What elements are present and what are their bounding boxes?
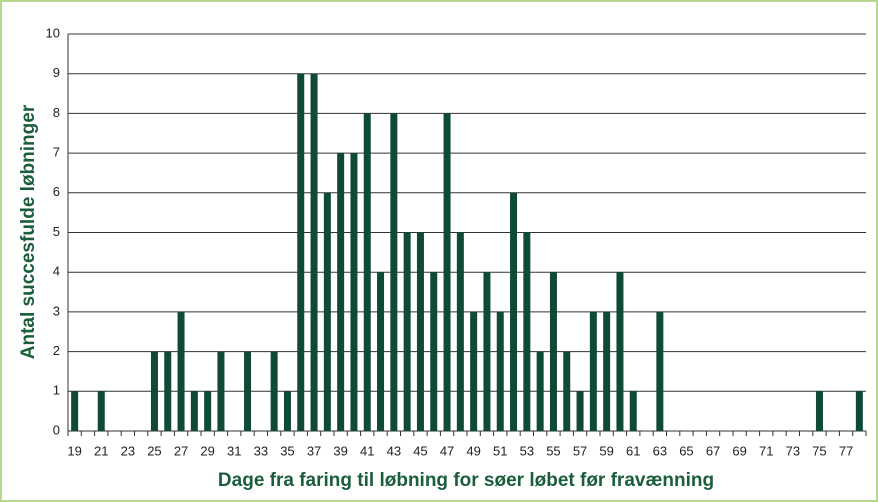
x-tick-label: 75 xyxy=(812,443,826,458)
bar xyxy=(603,311,611,431)
x-tick-label: 59 xyxy=(599,443,613,458)
x-tick-label: 41 xyxy=(360,443,374,458)
x-tick-label: 45 xyxy=(413,443,427,458)
x-tick-label: 51 xyxy=(493,443,507,458)
x-tick-label: 69 xyxy=(732,443,746,458)
x-tick-label: 63 xyxy=(653,443,667,458)
bar xyxy=(390,113,398,432)
bar xyxy=(177,311,185,431)
x-tick-label: 31 xyxy=(227,443,241,458)
bar xyxy=(815,391,823,431)
bar xyxy=(97,391,105,431)
bar xyxy=(310,73,318,431)
bar xyxy=(416,232,424,431)
y-tick-label: 10 xyxy=(46,25,60,40)
y-tick-label: 2 xyxy=(53,343,60,358)
bar xyxy=(483,272,491,431)
bar xyxy=(244,351,252,431)
x-tick-label: 21 xyxy=(94,443,108,458)
bar xyxy=(576,391,584,431)
x-tick-label: 77 xyxy=(839,443,853,458)
bar xyxy=(204,391,212,431)
bar xyxy=(549,272,557,431)
y-axis-title: Antal succesfulde løbninger xyxy=(18,104,39,359)
y-tick-label: 5 xyxy=(53,224,60,239)
bar xyxy=(589,311,597,431)
x-tick-label: 39 xyxy=(333,443,347,458)
x-tick-label: 61 xyxy=(626,443,640,458)
y-tick-label: 6 xyxy=(53,184,60,199)
y-tick-label: 0 xyxy=(53,422,60,437)
bar xyxy=(656,311,664,431)
bar xyxy=(323,192,331,431)
x-tick-label: 49 xyxy=(466,443,480,458)
bar xyxy=(217,351,225,431)
bar xyxy=(496,311,504,431)
x-axis-title: Dage fra faring til løbning for søer løb… xyxy=(218,470,714,491)
bar xyxy=(616,272,624,431)
bar xyxy=(190,391,198,431)
bar xyxy=(350,153,358,431)
bar xyxy=(443,113,451,432)
x-tick-label: 37 xyxy=(307,443,321,458)
bar xyxy=(150,351,158,431)
x-tick-label: 29 xyxy=(200,443,214,458)
bar xyxy=(297,73,305,431)
bar xyxy=(270,351,278,431)
x-tick-label: 71 xyxy=(759,443,773,458)
bar xyxy=(164,351,172,431)
bar xyxy=(337,153,345,431)
x-tick-label: 53 xyxy=(520,443,534,458)
y-tick-label: 9 xyxy=(53,65,60,80)
x-tick-label: 43 xyxy=(387,443,401,458)
bar xyxy=(523,232,531,431)
y-tick-label: 7 xyxy=(53,145,60,160)
x-tick-label: 65 xyxy=(679,443,693,458)
bar xyxy=(563,351,571,431)
x-tick-label: 67 xyxy=(706,443,720,458)
y-tick-label: 4 xyxy=(53,264,60,279)
x-tick-label: 23 xyxy=(121,443,135,458)
bar xyxy=(510,192,518,431)
bar xyxy=(71,391,79,431)
x-tick-label: 73 xyxy=(786,443,800,458)
bar xyxy=(283,391,291,431)
bar xyxy=(363,113,371,432)
x-tick-label: 57 xyxy=(573,443,587,458)
x-tick-label: 19 xyxy=(67,443,81,458)
y-tick-label: 8 xyxy=(53,105,60,120)
x-tick-label: 27 xyxy=(174,443,188,458)
x-tick-label: 55 xyxy=(546,443,560,458)
x-tick-label: 47 xyxy=(440,443,454,458)
x-tick-label: 25 xyxy=(147,443,161,458)
y-tick-label: 3 xyxy=(53,303,60,318)
x-tick-label: 35 xyxy=(280,443,294,458)
bar xyxy=(377,272,385,431)
bar xyxy=(403,232,411,431)
x-tick-label: 33 xyxy=(254,443,268,458)
bar xyxy=(536,351,544,431)
bar xyxy=(629,391,637,431)
bar xyxy=(855,391,863,431)
y-tick-label: 1 xyxy=(53,383,60,398)
bar xyxy=(430,272,438,431)
bar xyxy=(456,232,464,431)
bar xyxy=(470,311,478,431)
